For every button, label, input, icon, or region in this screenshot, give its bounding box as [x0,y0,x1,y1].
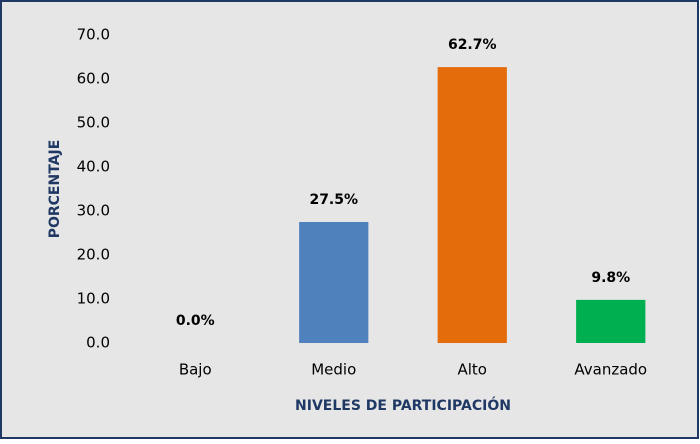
value-label: 0.0% [176,313,215,329]
value-label: 27.5% [309,192,358,208]
x-axis-label: NIVELES DE PARTICIPACIÓN [295,396,511,414]
x-tick-label: Medio [311,361,356,379]
y-tick-label: 70.0 [77,26,110,44]
y-tick-label: 20.0 [77,246,110,264]
y-tick-label: 10.0 [77,290,110,308]
value-label: 9.8% [591,270,630,286]
y-tick-label: 30.0 [77,202,110,220]
bar [437,67,507,344]
bar [576,299,646,343]
x-tick-label: Avanzado [574,361,647,379]
bar [299,222,369,343]
y-tick-label: 50.0 [77,114,110,132]
y-tick-label: 40.0 [77,158,110,176]
y-tick-label: 0.0 [86,334,110,352]
x-tick-label: Alto [458,361,488,379]
y-tick-label: 60.0 [77,70,110,88]
y-axis-label: PORCENTAJE [47,140,63,239]
value-label: 62.7% [448,37,497,53]
x-tick-label: Bajo [179,361,212,379]
